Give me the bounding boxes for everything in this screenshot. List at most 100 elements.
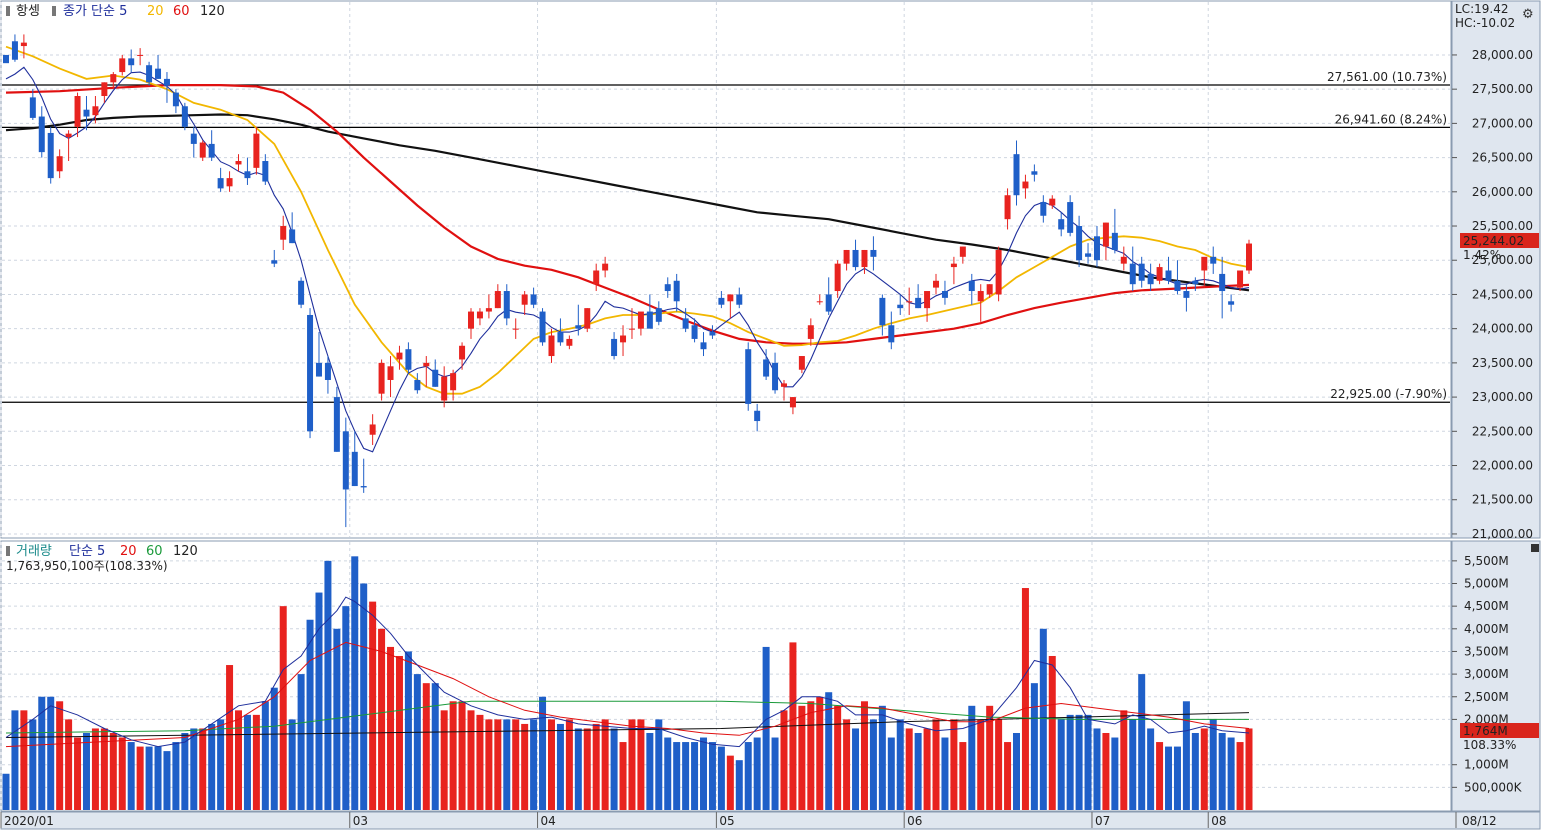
hc-readout: HC:-10.02 <box>1455 16 1515 30</box>
volume-bar <box>172 742 180 810</box>
candle-body <box>700 342 707 350</box>
volume-bars <box>2 556 1253 810</box>
volume-bar <box>905 728 913 810</box>
volume-bar <box>29 719 37 810</box>
candle-body <box>181 106 188 127</box>
candle-body <box>459 345 466 360</box>
volume-bar <box>279 606 287 810</box>
volume-bar <box>539 696 547 810</box>
volume-legend-ma120: 120 <box>173 544 198 559</box>
price-ma120-line <box>5 113 1250 292</box>
candle-body <box>405 349 412 370</box>
volume-bar <box>449 701 457 810</box>
volume-bar <box>413 674 421 810</box>
volume-current-readout: 1,763,950,100주(108.33%) <box>6 559 168 573</box>
volume-bar <box>1075 714 1083 810</box>
volume-bar <box>950 719 958 810</box>
candle-body <box>798 356 805 370</box>
volume-bar <box>163 751 171 810</box>
candle-body <box>333 397 340 452</box>
volume-bar <box>896 719 904 810</box>
candle-body <box>736 294 743 305</box>
candle-body <box>1031 171 1038 175</box>
volume-bar <box>995 719 1003 810</box>
price-legend-label: 종가 단순 5 <box>63 4 127 19</box>
volume-bar <box>1048 655 1056 810</box>
volume-bar <box>1012 732 1020 810</box>
candle-body <box>432 369 439 387</box>
candle-body <box>825 294 832 312</box>
candle-body <box>870 249 877 257</box>
price-legend-marker-2 <box>52 6 56 16</box>
candle-body <box>986 284 993 295</box>
volume-bar <box>583 728 591 810</box>
volume-tick-label: 2,000M <box>1464 712 1509 726</box>
candle-body <box>789 397 796 408</box>
volume-bar <box>986 705 994 810</box>
candle-body <box>933 280 940 288</box>
panel-settings-icon[interactable]: ⚙ <box>1522 7 1534 22</box>
candle-body <box>611 338 618 357</box>
candle-body <box>414 379 421 391</box>
volume-bar <box>199 728 207 810</box>
candle-body <box>244 171 251 179</box>
volume-bar <box>324 560 332 810</box>
volume-bar <box>127 742 135 810</box>
candle-body <box>20 42 27 47</box>
candle-body <box>137 54 144 56</box>
candle-body <box>119 58 126 73</box>
candle-body <box>1246 243 1252 271</box>
candle-body <box>476 311 483 319</box>
volume-bar <box>467 710 475 810</box>
candle-body <box>718 297 725 305</box>
candle-body <box>575 325 582 329</box>
current-price-value: 25,244.02 <box>1463 234 1524 248</box>
volume-bar <box>2 773 10 810</box>
candle-body <box>101 82 108 97</box>
volume-bar <box>556 723 564 810</box>
volume-bar <box>154 746 162 810</box>
volume-bar <box>360 583 368 810</box>
volume-tick-label: 5,500M <box>1464 554 1509 568</box>
volume-bar <box>619 742 627 810</box>
volume-bar <box>1191 732 1199 810</box>
volume-bar <box>941 737 949 810</box>
candle-body <box>396 352 403 360</box>
price-grid <box>0 2 1450 537</box>
volume-bar <box>369 601 377 810</box>
candle-body <box>83 109 90 117</box>
candle-body <box>494 291 501 309</box>
volume-legend-ma60: 60 <box>146 544 163 559</box>
candle-body <box>315 362 322 377</box>
volume-bar <box>852 728 860 810</box>
price-legend-ma120: 120 <box>200 4 225 19</box>
volume-legend-label: 단순 5 <box>69 544 105 559</box>
volume-bar <box>1066 714 1074 810</box>
candle-body <box>1004 195 1011 220</box>
volume-bar <box>843 719 851 810</box>
volume-bar <box>11 710 19 810</box>
candle-body <box>208 143 215 158</box>
volume-bar <box>547 719 555 810</box>
volume-bar <box>503 719 511 810</box>
candle-body <box>92 106 99 116</box>
volume-bar <box>700 737 708 810</box>
candle-body <box>3 54 9 64</box>
volume-bar <box>968 705 976 810</box>
candle-body <box>655 308 662 322</box>
volume-bar <box>1030 683 1038 810</box>
volume-bar <box>1084 714 1092 810</box>
candle-body <box>235 161 242 165</box>
volume-bar <box>637 719 645 810</box>
candle-body <box>65 133 72 138</box>
candle-body <box>485 308 492 312</box>
volume-bar <box>333 628 341 810</box>
volume-bar <box>422 683 430 810</box>
candle-body <box>593 270 600 285</box>
volume-panel-close-icon[interactable] <box>1531 544 1539 552</box>
volume-bar <box>387 646 395 810</box>
volume-bar <box>217 719 225 810</box>
volume-bar <box>378 628 386 810</box>
volume-bar <box>798 705 806 810</box>
candle-body <box>620 335 627 343</box>
